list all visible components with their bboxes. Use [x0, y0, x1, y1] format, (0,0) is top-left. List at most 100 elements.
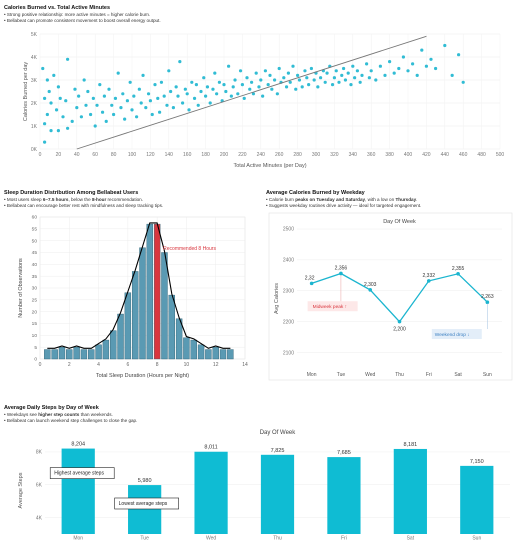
x-tick-label: Mon	[73, 536, 83, 541]
x-tick-label: 40	[74, 152, 80, 158]
scatter-point	[286, 71, 290, 75]
scatter-point	[43, 96, 47, 100]
scatter-point	[312, 78, 316, 82]
scatter-point	[309, 66, 313, 71]
annotation-midweek-peak: Midweek peak ↑	[313, 304, 347, 310]
x-tick-label: 0	[39, 152, 42, 158]
data-label: 8,204	[71, 442, 85, 448]
scatter-point	[288, 80, 292, 84]
scatter-point	[196, 103, 200, 107]
x-tick-label: 320	[330, 152, 339, 158]
sleep-distribution-panel: Sleep Duration Distribution Among Bellab…	[0, 185, 255, 395]
bar	[260, 454, 295, 534]
scatter-point	[49, 129, 53, 133]
steps-bar-chart: Day Of Week 4K 6K 8K Average Steps 8,204 Mon 5,…	[18, 430, 510, 541]
x-tick-label: 240	[257, 152, 266, 158]
data-label: 2,332	[423, 273, 436, 279]
scatter-point	[45, 112, 49, 117]
y-tick-label: 2200	[283, 319, 294, 325]
annotation-box	[431, 329, 482, 340]
y-tick-label: 2400	[283, 258, 294, 264]
y-tick-label: 5K	[31, 32, 38, 38]
x-tick-label: 480	[477, 152, 486, 158]
x-tick-label: 360	[367, 152, 376, 158]
y-axis-title: Calories Burned per day	[23, 62, 29, 122]
scatter-point	[284, 85, 289, 89]
bar	[128, 485, 162, 534]
x-tick-label: 200	[220, 152, 229, 158]
scatter-point	[95, 103, 99, 107]
scatter-point	[227, 64, 231, 68]
histogram-bar	[66, 349, 73, 360]
x-tick-label: Mon	[307, 372, 317, 378]
scatter-point	[183, 87, 187, 91]
annotation-highest-steps: Highest average steps	[54, 471, 104, 477]
x-tick-label: Fri	[341, 536, 347, 541]
scatter-point	[178, 60, 182, 64]
scatter-point	[162, 94, 166, 98]
x-tick-label: 460	[459, 152, 468, 158]
y-tick-label: 40	[32, 262, 38, 268]
histogram-bar	[102, 339, 110, 360]
scatter-point	[98, 83, 102, 87]
calories-vs-active-minutes-panel: Calories Burned vs. Total Active Minutes…	[0, 0, 517, 180]
scatter-point	[257, 85, 261, 89]
bar	[327, 457, 361, 534]
line-point	[309, 281, 314, 286]
scatter-point	[93, 124, 97, 128]
y-tick-label: 0K	[31, 147, 38, 153]
x-tick-label: 300	[312, 152, 321, 158]
histogram-bar	[51, 349, 58, 360]
scatter-point	[66, 57, 70, 61]
x-tick-label: Wed	[365, 372, 375, 378]
scatter-point	[165, 103, 169, 107]
scatter-point	[374, 78, 378, 82]
x-tick-label: Thu	[395, 372, 404, 378]
scatter-point	[135, 115, 139, 119]
scatter-point	[266, 83, 270, 87]
scatter-point	[116, 71, 120, 75]
x-tick-label: 80	[111, 152, 117, 158]
bar	[61, 448, 95, 534]
y-tick-label: 10	[32, 333, 38, 339]
scatter-point	[112, 112, 116, 117]
x-tick-label: 8	[156, 362, 159, 368]
x-tick-label: 400	[404, 152, 413, 158]
weekday-calories-panel: Average Calories Burned by Weekday • Cal…	[262, 185, 517, 395]
scatter-point	[47, 89, 51, 94]
x-tick-label: 280	[293, 152, 302, 158]
y-tick-label: 4K	[31, 55, 38, 61]
histogram-bar	[153, 223, 161, 360]
scatter-point	[443, 43, 447, 48]
scatter-point	[383, 73, 387, 77]
scatter-point	[84, 103, 88, 107]
scatter-point	[119, 106, 123, 110]
scatter-point	[415, 73, 419, 77]
x-tick-label: 440	[441, 152, 450, 158]
scatter-point	[187, 108, 191, 112]
scatter-point	[392, 71, 396, 75]
scatter-point	[148, 99, 152, 103]
scatter-point	[159, 80, 164, 84]
line-point	[426, 279, 431, 283]
scatter-point	[273, 78, 277, 82]
data-label: 2,355	[452, 266, 465, 272]
scatter-point	[340, 73, 344, 77]
scatter-point	[75, 106, 79, 110]
scatter-point	[268, 73, 272, 77]
histogram-bar	[73, 346, 80, 360]
annotation-box	[114, 497, 179, 510]
histogram-bar	[168, 294, 175, 360]
y-tick-label: 2K	[31, 101, 38, 107]
scatter-point	[41, 66, 45, 71]
histogram-bar	[124, 292, 132, 360]
scatter-point	[355, 69, 359, 73]
scatter-point	[367, 76, 371, 80]
scatter-point	[254, 71, 258, 75]
scatter-point	[167, 69, 171, 73]
annotation-box	[307, 301, 358, 312]
y-tick-label: 6K	[36, 483, 43, 489]
scatter-point	[369, 69, 373, 73]
y-tick-label: 15	[32, 321, 38, 327]
scatter-point	[325, 71, 329, 75]
